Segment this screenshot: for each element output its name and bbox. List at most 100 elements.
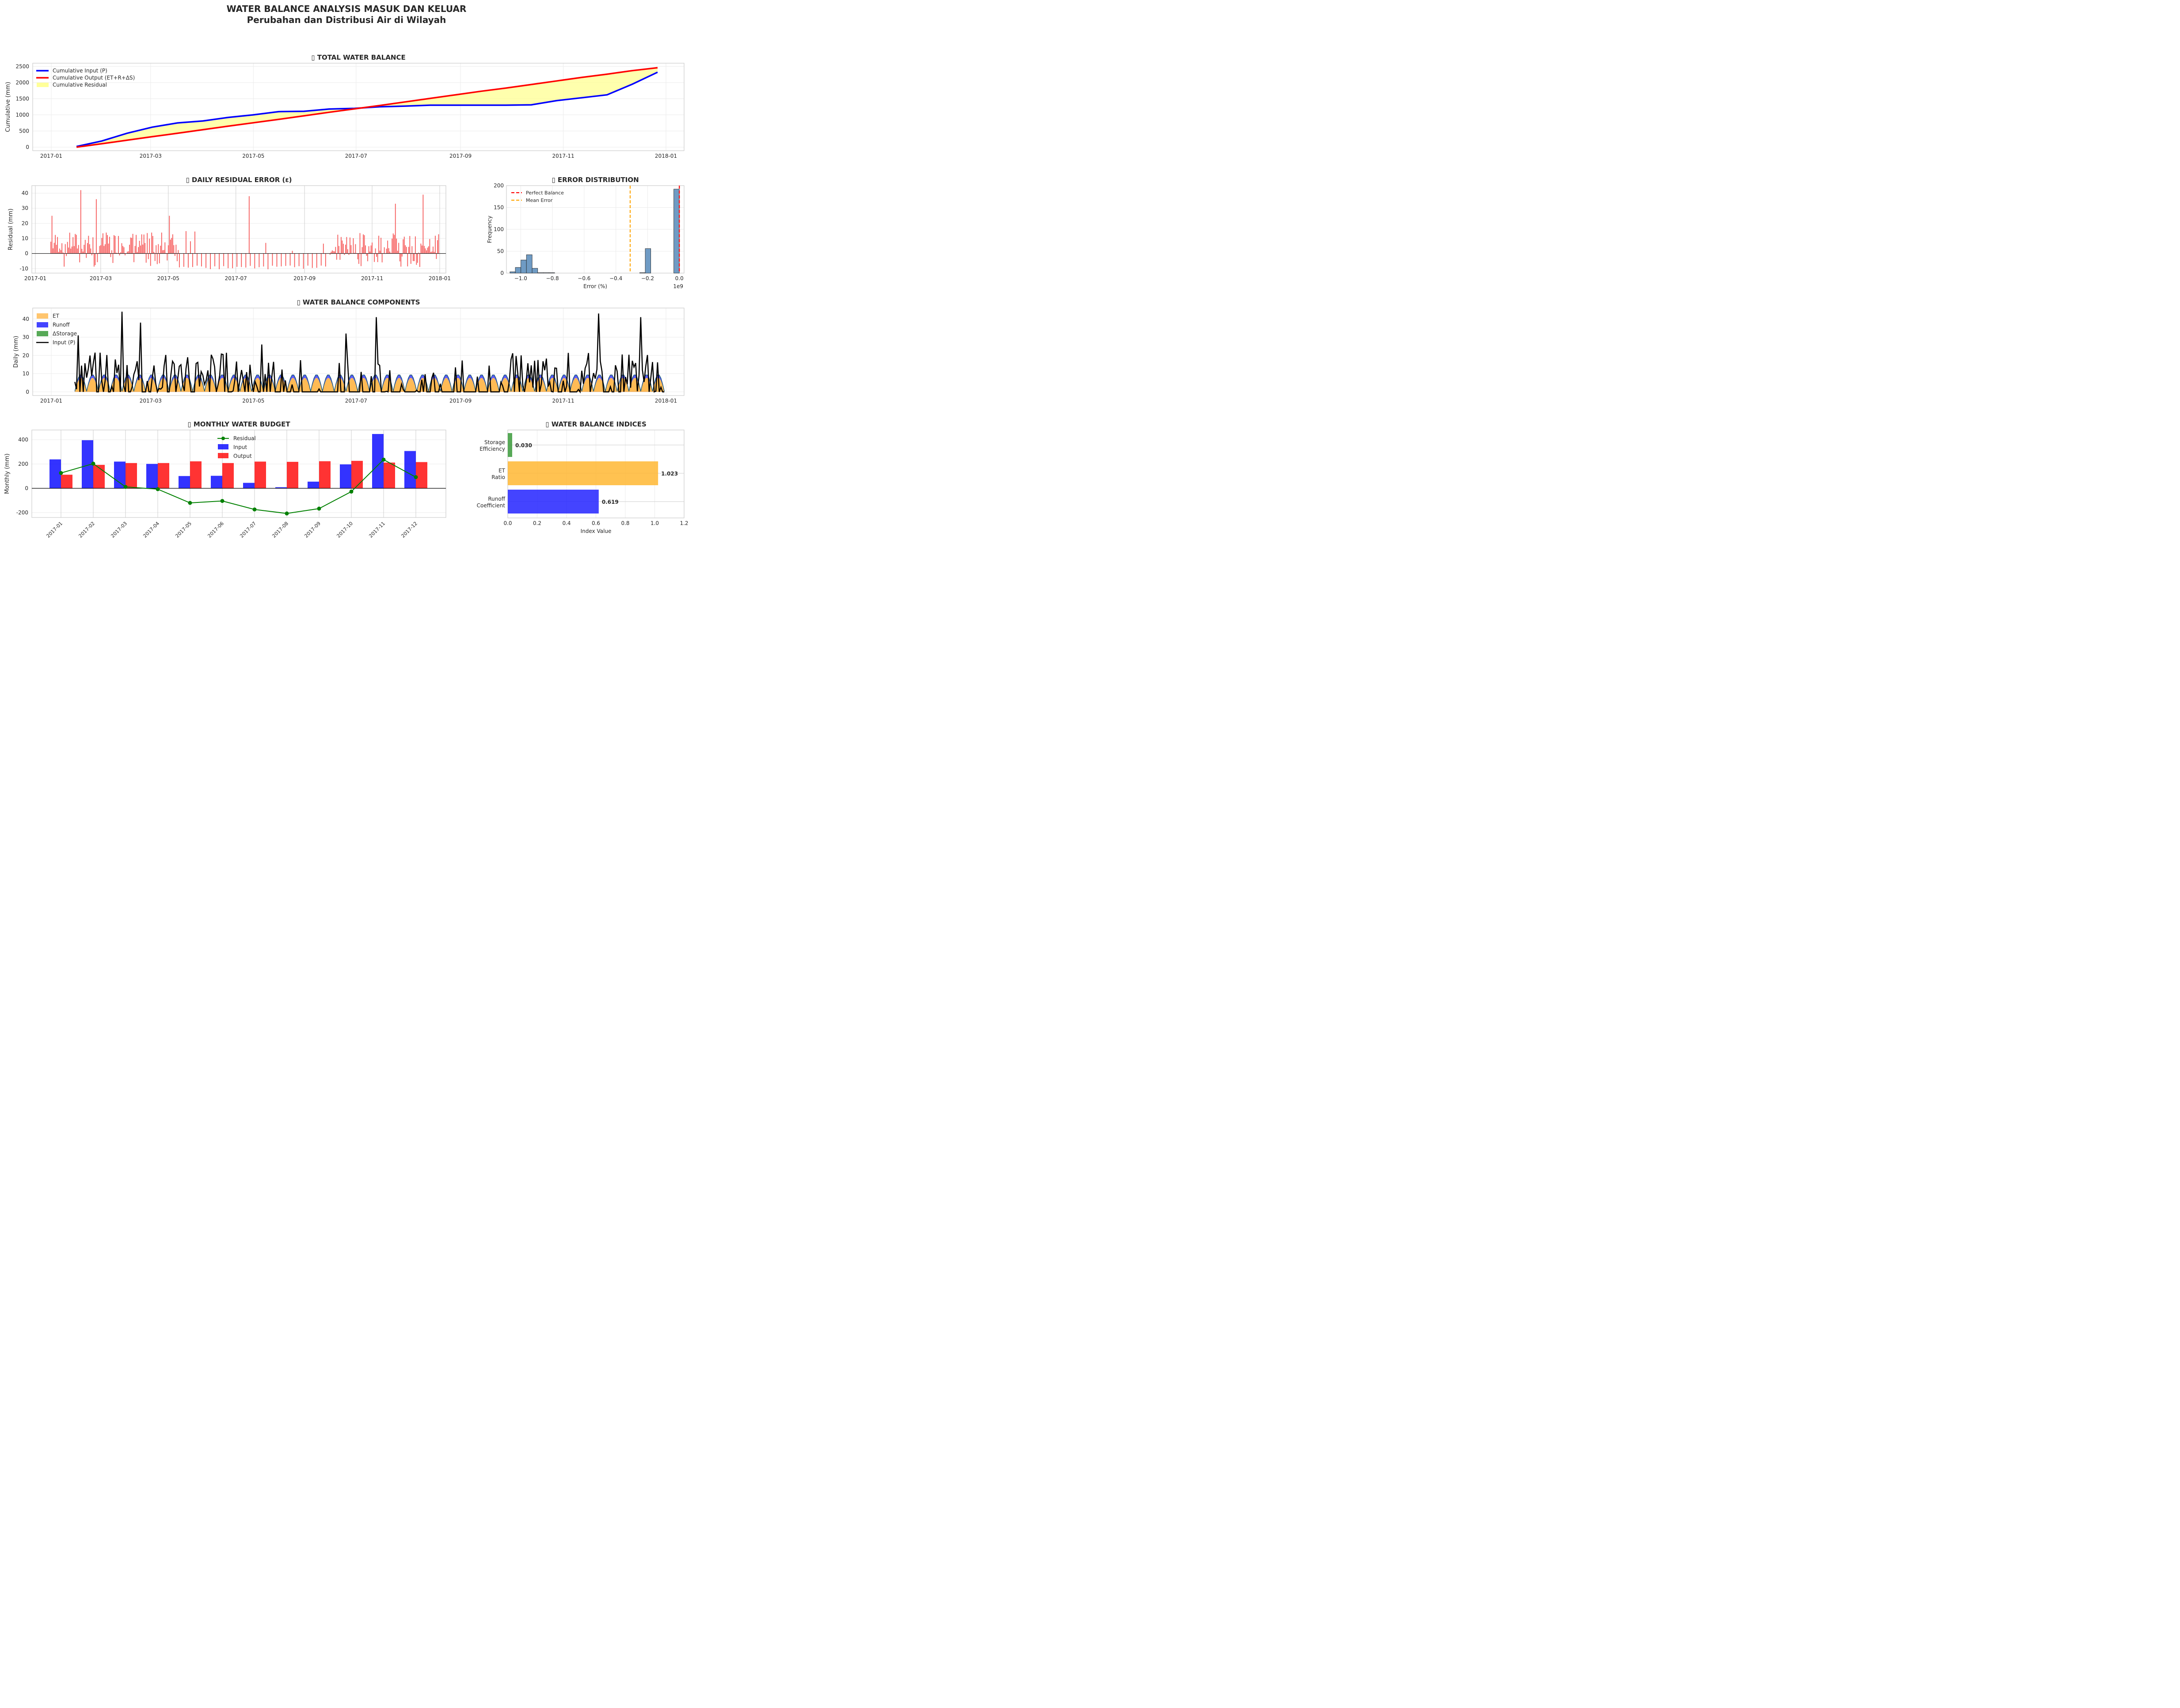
residual-bar	[90, 248, 91, 254]
residual-bar	[219, 253, 220, 270]
residual-bar	[353, 238, 354, 254]
residual-bar	[427, 247, 428, 254]
residual-bar	[363, 234, 364, 254]
x-tick-label: 2017-03	[140, 398, 162, 404]
residual-bar	[118, 236, 119, 254]
y-tick-label: 40	[22, 190, 28, 196]
residual-bar	[370, 245, 372, 254]
x-tick-label: −0.2	[641, 275, 654, 281]
residual-line	[61, 459, 416, 514]
residual-bar	[100, 245, 101, 254]
residual-bar	[389, 251, 391, 254]
residual-bar	[165, 253, 167, 254]
residual-bar	[331, 250, 333, 254]
residual-bar	[303, 253, 304, 269]
residual-bar	[73, 246, 75, 254]
residual-bar	[70, 248, 72, 254]
residual-bar	[424, 246, 425, 254]
y-tick-label: Coefficient	[477, 502, 506, 509]
output-bar	[384, 462, 395, 488]
residual-bar	[65, 244, 66, 254]
x-tick-label: 1.2	[680, 520, 688, 526]
y-tick-label: 10	[22, 235, 28, 241]
residual-bar	[95, 199, 97, 254]
residual-bar	[294, 253, 295, 267]
residual-bar	[329, 253, 331, 255]
legend-label: Mean Error	[526, 198, 553, 203]
x-tick-label: 2017-11	[552, 153, 574, 159]
y-tick-label: ET	[498, 468, 506, 474]
residual-bar	[173, 245, 175, 254]
histogram-bar	[510, 271, 516, 274]
residual-bar	[397, 251, 398, 254]
y-tick-label: 40	[23, 316, 29, 322]
residual-bar	[418, 252, 419, 254]
x-tick-label: −0.6	[578, 275, 590, 281]
residual-bar	[416, 253, 417, 265]
residual-bar	[179, 253, 180, 268]
histogram-bar	[526, 255, 533, 274]
residual-bar	[99, 246, 100, 254]
panel-title: ▯ WATER BALANCE INDICES	[545, 420, 647, 428]
residual-bar	[78, 245, 79, 254]
residual-bar	[434, 251, 435, 254]
panel-title: ▯ TOTAL WATER BALANCE	[311, 53, 406, 61]
residual-bar	[159, 253, 160, 263]
residual-bar	[125, 253, 126, 255]
residual-bar	[72, 237, 74, 254]
x-tick-label: 2017-05	[242, 153, 264, 159]
residual-bar	[101, 238, 103, 254]
residual-marker	[188, 501, 192, 505]
residual-bar	[171, 238, 172, 254]
y-tick-label: -200	[16, 510, 28, 516]
residual-bar	[194, 231, 195, 254]
x-tick-label: 2018-01	[429, 275, 451, 281]
residual-bar	[435, 236, 436, 254]
residual-bar	[158, 244, 159, 254]
residual-bar	[147, 233, 148, 254]
legend-label: Runoff	[53, 322, 70, 328]
x-tick-label: 2017-09	[303, 521, 322, 539]
residual-bar	[109, 236, 110, 254]
residual-bar	[62, 252, 64, 254]
plot-frame	[31, 430, 446, 518]
residual-bar	[364, 235, 365, 254]
residual-bar	[292, 251, 293, 254]
x-tick-label: 2017-09	[449, 398, 472, 404]
index-bar	[508, 490, 599, 514]
residual-bar	[236, 253, 238, 267]
y-tick-label: 2500	[15, 63, 29, 69]
residual-bar	[281, 253, 282, 266]
residual-bar	[188, 253, 189, 268]
residual-bar	[333, 251, 334, 254]
residual-bar	[143, 234, 145, 254]
plot-frame	[32, 63, 685, 151]
et-area	[75, 378, 665, 392]
residual-bar	[276, 253, 278, 267]
legend-label: Cumulative Input (P)	[53, 68, 107, 74]
x-tick-label: −0.4	[609, 275, 622, 281]
residual-bar	[64, 253, 65, 267]
residual-bar	[110, 253, 111, 257]
residual-bar	[438, 234, 439, 254]
x-tick-label: 2018-01	[655, 153, 677, 159]
panel-title: ▯ WATER BALANCE COMPONENTS	[297, 298, 420, 306]
residual-bar	[190, 241, 191, 254]
x-tick-label: 2017-05	[157, 275, 179, 281]
y-tick-label: 50	[497, 248, 504, 255]
residual-bar	[103, 246, 105, 254]
residual-bar	[343, 243, 344, 254]
residual-bar	[396, 238, 397, 254]
y-tick-label: 1000	[15, 112, 29, 118]
x-tick-label: 2017-09	[293, 275, 316, 281]
residual-bar	[365, 245, 366, 254]
residual-marker	[59, 471, 63, 475]
residual-bar	[223, 253, 224, 266]
residual-bar	[214, 253, 216, 266]
output-bar	[93, 464, 105, 488]
output-bar	[255, 461, 266, 488]
output-bar	[126, 463, 137, 488]
residual-bar	[348, 253, 350, 255]
residual-bar	[80, 190, 81, 254]
